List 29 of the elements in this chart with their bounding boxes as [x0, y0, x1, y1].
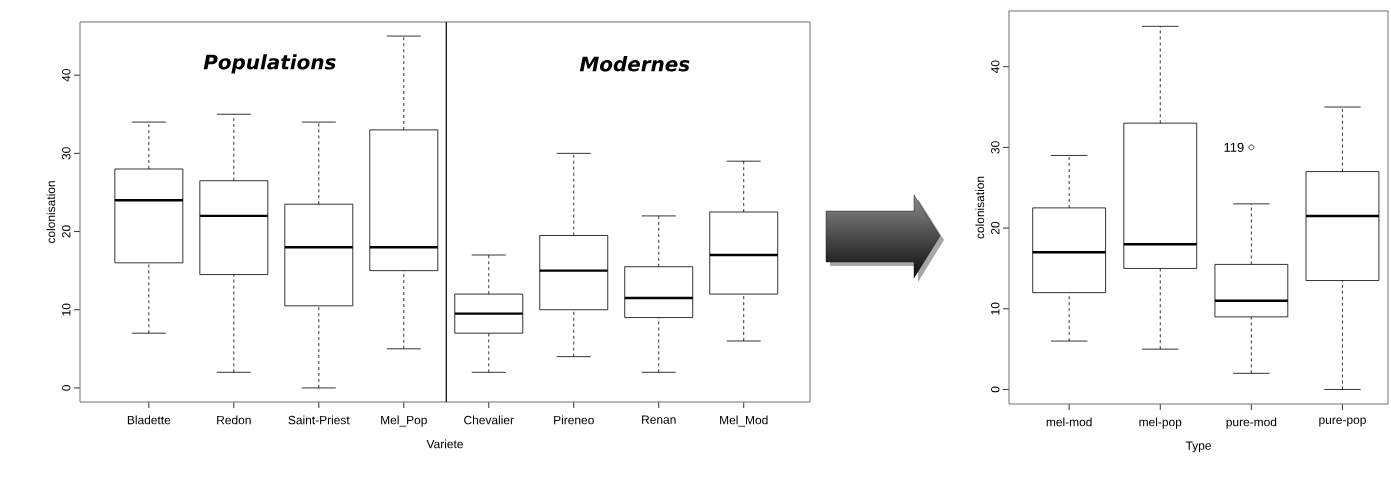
x-tick-label: Renan	[642, 415, 676, 424]
x-tick-label: Pireneo	[554, 415, 594, 425]
y-tick-label: 10	[62, 303, 71, 316]
x-tick-label: pure-mod	[1226, 417, 1277, 429]
annotation: Populations	[203, 54, 336, 74]
y-axis-title: colonisation	[975, 176, 985, 239]
y-tick-label: 20	[991, 221, 1000, 235]
y-tick-label: 0	[991, 386, 1000, 393]
x-tick-label: mel-mod	[1046, 417, 1092, 427]
x-tick-label: mel-pop	[1139, 417, 1182, 429]
y-tick-label: 10	[991, 302, 1000, 315]
y-tick-label: 20	[62, 225, 71, 238]
x-tick-label: Mel_Pop	[381, 415, 427, 427]
y-tick-label: 0	[62, 385, 71, 391]
x-tick-label: pure-pop	[1319, 417, 1366, 427]
x-tick-label: Saint-Priest	[288, 415, 350, 425]
annotation: 119	[1224, 142, 1244, 152]
x-axis-title: Type	[1185, 441, 1211, 453]
x-axis-title: Variete	[426, 439, 463, 449]
annotation: Modernes	[579, 56, 690, 72]
y-tick-label: 40	[991, 60, 1000, 74]
y-tick-label: 30	[62, 147, 71, 160]
y-tick-label: 30	[991, 141, 1000, 154]
x-tick-label: Mel_Mod	[720, 415, 768, 427]
x-tick-label: Bladette	[127, 415, 171, 425]
x-tick-label: Chevalier	[464, 415, 514, 425]
x-tick-label: Redon	[217, 415, 251, 425]
y-axis-title: colonisation	[46, 181, 56, 244]
y-tick-label: 40	[62, 68, 71, 82]
